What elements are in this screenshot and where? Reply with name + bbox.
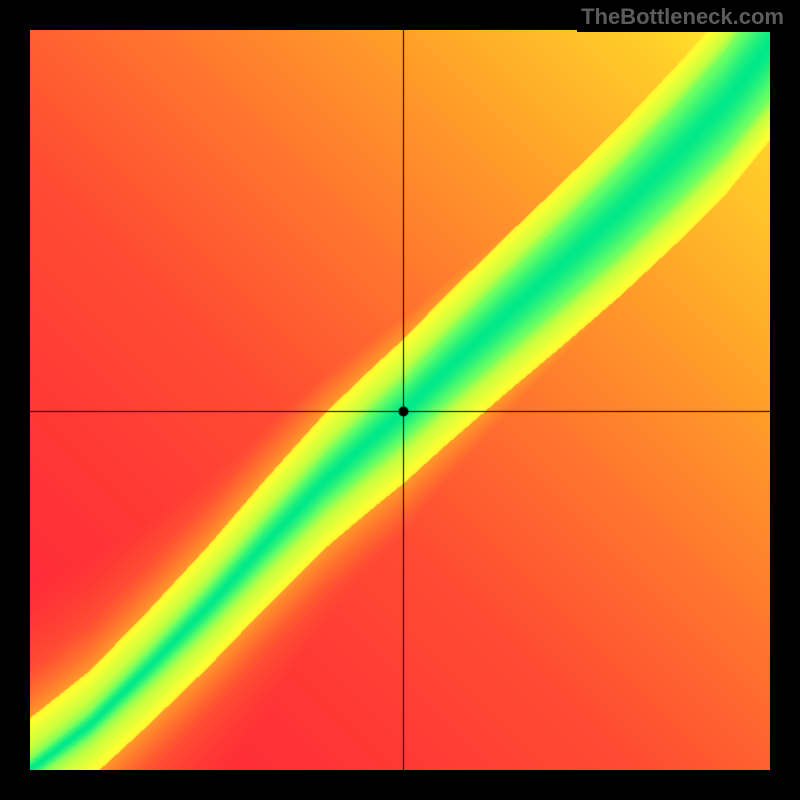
heatmap-plot	[30, 30, 770, 770]
chart-frame: TheBottleneck.com	[0, 0, 800, 800]
watermark-label: TheBottleneck.com	[577, 2, 788, 32]
heatmap-canvas	[30, 30, 770, 770]
